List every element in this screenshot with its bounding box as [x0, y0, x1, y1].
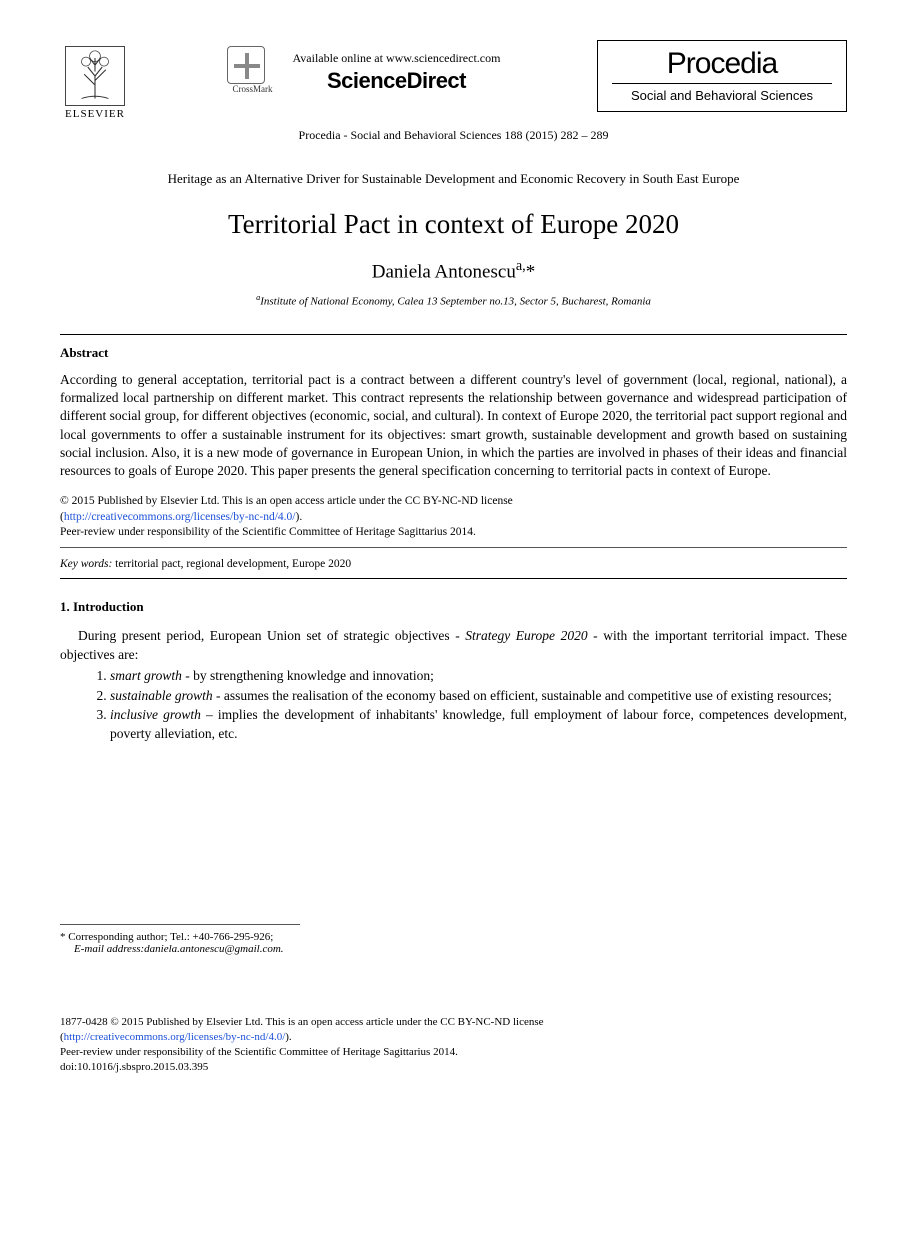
- footer-license-link[interactable]: http://creativecommons.org/licenses/by-n…: [64, 1031, 286, 1043]
- sciencedirect-logo: ScienceDirect: [293, 68, 501, 94]
- publisher-name: ELSEVIER: [65, 108, 125, 120]
- divider: [60, 547, 847, 548]
- license-link[interactable]: http://creativecommons.org/licenses/by-n…: [64, 511, 296, 523]
- license-line1: © 2015 Published by Elsevier Ltd. This i…: [60, 495, 513, 507]
- crossmark-badge[interactable]: CrossMark: [227, 46, 279, 94]
- corr-email-line: E-mail address:daniela.antonescu@gmail.c…: [60, 943, 300, 955]
- abstract-body: According to general acceptation, territ…: [60, 371, 847, 480]
- section-heading-intro: 1. Introduction: [60, 599, 847, 615]
- author-name: Daniela Antonescu: [372, 261, 516, 282]
- license-block: © 2015 Published by Elsevier Ltd. This i…: [60, 494, 847, 541]
- footer-block: 1877-0428 © 2015 Published by Elsevier L…: [60, 1015, 847, 1074]
- affiliation-line: aInstitute of National Economy, Calea 13…: [60, 293, 847, 308]
- crossmark-icon: [227, 46, 265, 84]
- list-item-em: sustainable growth: [110, 688, 213, 703]
- footer-line1: 1877-0428 © 2015 Published by Elsevier L…: [60, 1016, 544, 1028]
- intro-text-pre: During present period, European Union se…: [78, 628, 465, 643]
- corresponding-author-block: * Corresponding author; Tel.: +40-766-29…: [60, 924, 300, 955]
- divider: [60, 578, 847, 579]
- keywords-text: territorial pact, regional development, …: [112, 558, 351, 570]
- list-item-em: inclusive growth: [110, 707, 201, 722]
- intro-text-em: Strategy Europe 2020: [465, 628, 587, 643]
- list-item: inclusive growth – implies the developme…: [110, 706, 847, 744]
- keywords-line: Key words: territorial pact, regional de…: [60, 558, 847, 570]
- header-row: ELSEVIER CrossMark Available online at w…: [60, 40, 847, 120]
- available-online-text: Available online at www.sciencedirect.co…: [293, 51, 501, 66]
- abstract-heading: Abstract: [60, 345, 847, 361]
- list-item-rest: – implies the development of inhabitants…: [110, 707, 847, 741]
- footer-doi: doi:10.1016/j.sbspro.2015.03.395: [60, 1061, 208, 1073]
- author-affil-sup: a,: [516, 258, 526, 274]
- list-item-em: smart growth: [110, 668, 182, 683]
- journal-name-sub: Social and Behavioral Sciences: [612, 83, 832, 103]
- list-item: smart growth - by strengthening knowledg…: [110, 667, 847, 686]
- corr-email-label: E-mail address:: [74, 943, 144, 955]
- author-line: Daniela Antonescua,*: [60, 258, 847, 283]
- footer-line2: Peer-review under responsibility of the …: [60, 1046, 458, 1058]
- article-title: Territorial Pact in context of Europe 20…: [60, 209, 847, 240]
- conference-title: Heritage as an Alternative Driver for Su…: [60, 171, 847, 187]
- corr-phone: * Corresponding author; Tel.: +40-766-29…: [60, 931, 300, 943]
- keywords-label: Key words:: [60, 558, 112, 570]
- header-center: CrossMark Available online at www.scienc…: [130, 40, 597, 94]
- citation-line: Procedia - Social and Behavioral Science…: [60, 128, 847, 143]
- intro-paragraph: During present period, European Union se…: [60, 627, 847, 665]
- crossmark-label: CrossMark: [233, 84, 273, 94]
- affiliation-text: Institute of National Economy, Calea 13 …: [260, 296, 651, 308]
- divider: [60, 334, 847, 335]
- journal-box: Procedia Social and Behavioral Sciences: [597, 40, 847, 112]
- list-item-rest: - assumes the realisation of the economy…: [213, 688, 832, 703]
- elsevier-tree-icon: [65, 46, 125, 106]
- corr-email: daniela.antonescu@gmail.com.: [144, 943, 283, 955]
- publisher-logo: ELSEVIER: [60, 40, 130, 120]
- list-item: sustainable growth - assumes the realisa…: [110, 687, 847, 706]
- list-item-rest: - by strengthening knowledge and innovat…: [182, 668, 434, 683]
- journal-name-main: Procedia: [612, 47, 832, 81]
- objectives-list: smart growth - by strengthening knowledg…: [60, 667, 847, 745]
- license-line2: Peer-review under responsibility of the …: [60, 526, 476, 538]
